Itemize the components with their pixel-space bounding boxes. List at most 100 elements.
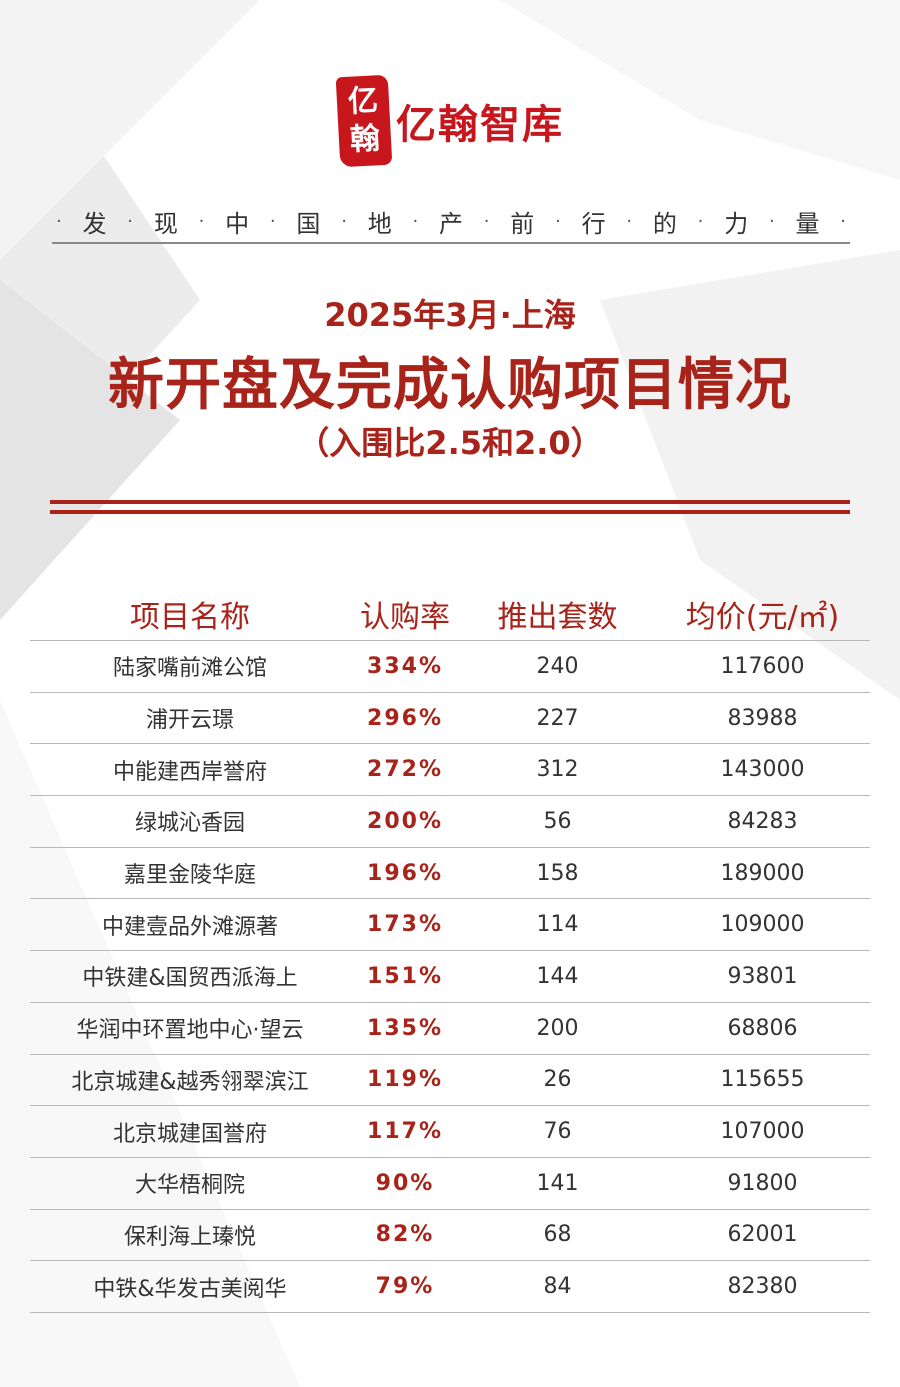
slogan-char: 行 [581,209,606,238]
cell-subscription-rate: 151% [367,963,443,989]
divider-line [50,500,850,504]
cell-project-name: 中建壹品外滩源著 [101,914,278,940]
table-row: 绿城沁香园 200% 56 84283 [30,796,870,848]
divider-line [50,510,850,514]
cell-subscription-rate: 79% [375,1274,435,1300]
cell-average-price: 93801 [727,963,798,989]
header-units-launched: 推出套数 [497,600,618,635]
cell-units-launched: 312 [536,757,579,783]
table-row: 浦开云璟 296% 227 83988 [30,693,870,745]
slogan-char: 的 [652,209,677,238]
cell-average-price: 189000 [720,860,805,886]
cell-units-launched: 158 [536,860,579,886]
cell-units-launched: 84 [543,1274,572,1300]
cell-units-launched: 141 [536,1170,579,1196]
slogan-char: 前 [510,209,535,238]
seal-char-2: 翰 [349,121,381,158]
cell-project-name: 中铁建&国贸西派海上 [82,966,298,992]
table-row: 华润中环置地中心·望云 135% 200 68806 [30,1003,870,1055]
slogan-dot: · [412,210,419,232]
cell-subscription-rate: 173% [367,912,443,938]
cell-project-name: 浦开云璟 [145,708,234,734]
table-row: 北京城建&越秀翎翠滨江 119% 26 115655 [30,1055,870,1107]
slogan-char: 国 [296,209,321,238]
seal-stamp: 亿 翰 [335,74,393,168]
cell-units-launched: 76 [543,1119,572,1145]
cell-units-launched: 26 [543,1067,572,1093]
cell-project-name: 中铁&华发古美阅华 [93,1276,287,1302]
slogan-char: 量 [795,209,820,238]
cell-average-price: 107000 [720,1119,805,1145]
cell-subscription-rate: 296% [367,705,443,731]
slogan-dot: · [626,210,633,232]
table-header: 项目名称 认购率 推出套数 均价(元/㎡) [30,588,870,641]
cell-average-price: 115655 [720,1067,805,1093]
cell-units-launched: 114 [536,912,579,938]
header-subscription-rate: 认购率 [360,600,450,635]
slogan-dot: · [269,210,276,232]
brand-logo: 亿 翰 亿翰智库 [335,74,564,168]
slogan-char: 力 [724,209,749,238]
table-row: 北京城建国誉府 117% 76 107000 [30,1106,870,1158]
cell-average-price: 143000 [720,757,805,783]
slogan: · 发 · 现 · 中 · 国 · 地 · 产 · 前 · 行 · 的 · 力 · 量 · [52,200,850,244]
cell-project-name: 北京城建&越秀翎翠滨江 [71,1069,309,1095]
cell-project-name: 华润中环置地中心·望云 [76,1018,304,1044]
table-row: 中铁&华发古美阅华 79% 84 82380 [30,1261,870,1313]
cell-average-price: 109000 [720,912,805,938]
cell-average-price: 82380 [727,1274,798,1300]
table-row: 中建壹品外滩源著 173% 114 109000 [30,899,870,952]
cell-project-name: 保利海上瑧悦 [123,1224,256,1250]
page-subtitle: （入围比2.5和2.0） [297,424,603,462]
cell-subscription-rate: 119% [367,1067,443,1093]
cell-average-price: 91800 [727,1170,798,1196]
slogan-char: 现 [153,209,178,238]
cell-units-launched: 68 [543,1222,572,1248]
cell-project-name: 大华梧桐院 [134,1173,245,1199]
cell-subscription-rate: 82% [375,1222,435,1248]
cell-average-price: 68806 [727,1015,798,1041]
slogan-dot: · [840,210,846,232]
cell-project-name: 中能建西岸誉府 [112,759,267,785]
cell-average-price: 83988 [727,705,798,731]
table-row: 大华梧桐院 90% 141 91800 [30,1158,870,1210]
cell-units-launched: 240 [536,653,579,679]
brand-name: 亿翰智库 [396,102,564,148]
slogan-char: 发 [82,209,107,238]
heading-date: 2025年3月·上海 [324,296,576,334]
cell-subscription-rate: 200% [367,808,443,834]
slogan-char: 中 [225,209,250,238]
slogan-dot: · [198,210,205,232]
cell-average-price: 62001 [727,1222,798,1248]
slogan-char: 产 [439,209,463,238]
table-row: 中能建西岸誉府 272% 312 143000 [30,744,870,797]
cell-subscription-rate: 90% [375,1170,435,1196]
cell-subscription-rate: 117% [367,1119,443,1145]
slogan-dot: · [483,210,490,232]
cell-project-name: 北京城建国誉府 [112,1121,267,1147]
table-row: 嘉里金陵华庭 196% 158 189000 [30,848,870,900]
header-project-name: 项目名称 [130,600,250,635]
slogan-dot: · [768,210,775,232]
slogan-dot: · [56,210,62,232]
slogan-char: 地 [367,209,392,238]
cell-subscription-rate: 135% [367,1015,443,1041]
page-title: 新开盘及完成认购项目情况 [108,353,792,418]
cell-subscription-rate: 196% [367,860,443,886]
project-table: 项目名称 认购率 推出套数 均价(元/㎡) 陆家嘴前滩公馆 334% 240 1176… [30,588,870,1313]
slogan-dot: · [697,210,704,232]
cell-project-name: 陆家嘴前滩公馆 [112,656,267,682]
cell-average-price: 117600 [720,653,805,679]
cell-units-launched: 144 [536,963,579,989]
header-average-price: 均价(元/㎡) [685,600,840,635]
table-row: 陆家嘴前滩公馆 334% 240 117600 [30,641,870,693]
table-row: 中铁建&国贸西派海上 151% 144 93801 [30,951,870,1003]
slogan-dot: · [127,210,134,232]
cell-average-price: 84283 [727,808,798,834]
table-body: 陆家嘴前滩公馆 334% 240 117600 浦开云璟 296% 227 83988 中能建西… [30,641,870,1313]
cell-units-launched: 227 [536,705,579,731]
table-row: 保利海上瑧悦 82% 68 62001 [30,1210,870,1262]
cell-units-launched: 56 [543,808,572,834]
seal-char-1: 亿 [347,83,379,120]
